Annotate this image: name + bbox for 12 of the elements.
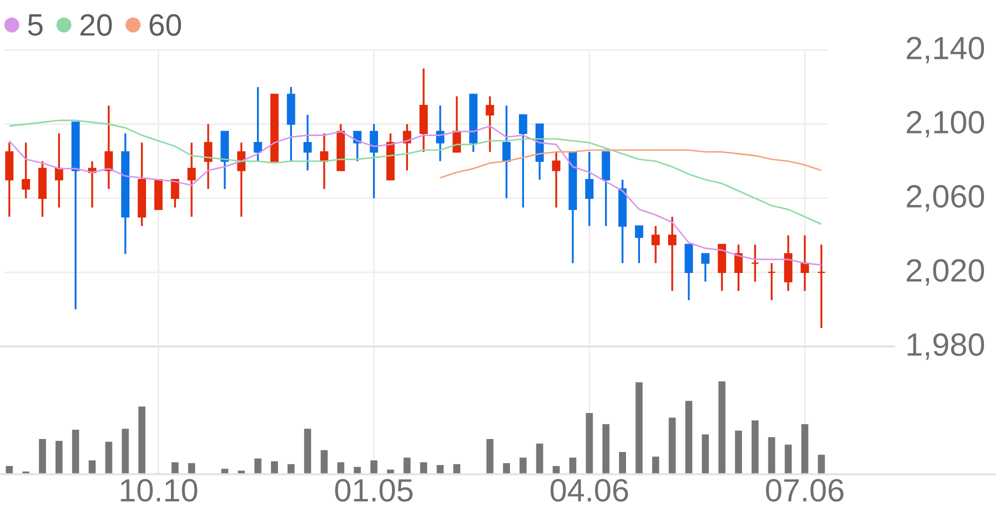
y-tick-label: 2,060 <box>906 185 984 212</box>
y-tick-label: 2,100 <box>906 110 984 138</box>
x-tick-label: 07.06 <box>766 479 844 502</box>
legend-label: 5 <box>28 14 43 36</box>
legend-label: 20 <box>80 14 112 36</box>
y-tick-label: 1,980 <box>908 333 984 360</box>
x-tick-label: 01.05 <box>335 479 413 502</box>
legend-label: 60 <box>150 14 182 36</box>
x-tick-label: 10.10 <box>120 479 198 502</box>
y-tick-label: 2,020 <box>906 259 984 286</box>
x-tick-label: 04.06 <box>550 479 628 502</box>
y-tick-label: 2,140 <box>906 36 984 64</box>
